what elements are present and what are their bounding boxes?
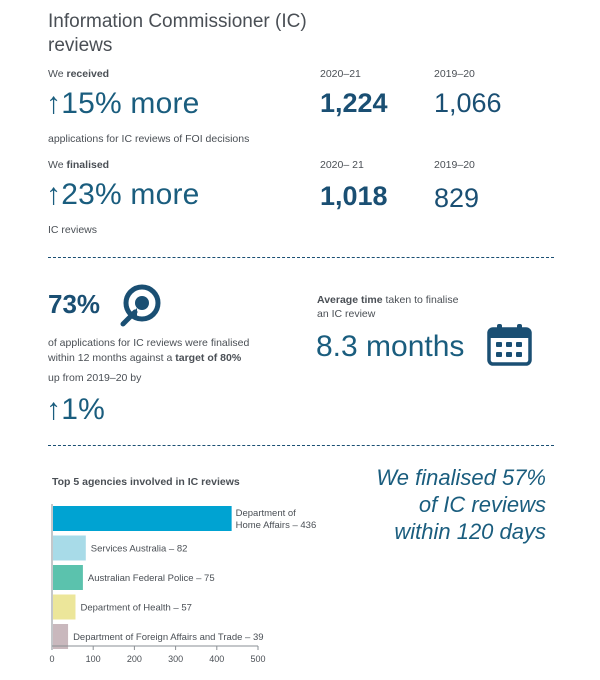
timeliness-description: of applications for IC reviews were fina… (48, 336, 288, 366)
received-label: We received (48, 68, 109, 80)
timeliness-target: target of 80% (175, 352, 242, 364)
bar-label-1-line2: Home Affairs – 436 (236, 520, 317, 531)
received-value-previous: 1,066 (434, 88, 502, 118)
bar-label-1-line1: Department of (236, 508, 297, 519)
finalised-value-previous: 829 (434, 183, 480, 213)
bar-5 (53, 624, 69, 649)
quote-line1: We finalised 57% (376, 465, 546, 490)
average-time-label-rest: taken to finalise (382, 294, 459, 306)
page-title: Information Commissioner (IC) reviews (48, 11, 307, 56)
average-time-label-line1: Average time taken to finalise (317, 293, 458, 307)
section-divider (48, 257, 554, 258)
x-tick-label-0: 0 (49, 654, 54, 664)
average-time-label: Average time taken to finalise an IC rev… (317, 293, 458, 321)
quote-line3: within 120 days (394, 519, 546, 544)
finalised-label-bold: finalised (66, 159, 110, 171)
bar-3 (53, 565, 83, 590)
finalised-label-prefix: We (48, 159, 67, 171)
finalised-year-current: 2020– 21 (320, 159, 364, 171)
bar-label-4: Department of Health – 57 (80, 603, 191, 614)
received-change: ↑15% more (46, 87, 200, 120)
quote-line2: of IC reviews (418, 492, 546, 517)
finalised-label: We finalised (48, 159, 109, 171)
bar-2 (53, 535, 86, 561)
x-tick-label-400: 400 (209, 654, 224, 664)
average-time-label-line2: an IC review (317, 308, 376, 320)
received-value-current: 1,224 (320, 88, 388, 118)
timeliness-desc-line2-prefix: within 12 months against a (48, 352, 176, 364)
received-description: applications for IC reviews of FOI decis… (48, 133, 250, 145)
calendar-icon (486, 322, 534, 366)
timeliness-percentage: 73% (48, 289, 101, 319)
received-year-previous: 2019–20 (434, 68, 475, 80)
timeliness-change: ↑1% (46, 393, 105, 426)
bar-1 (53, 506, 232, 531)
bar-label-3: Australian Federal Police – 75 (88, 573, 215, 584)
x-tick-label-500: 500 (250, 654, 265, 664)
finalised-within-120-days-quote: We finalised 57% of IC reviews within 12… (330, 464, 546, 545)
received-year-current: 2020–21 (320, 68, 361, 80)
finalised-year-previous: 2019–20 (434, 159, 475, 171)
timeliness-desc-line1: of applications for IC reviews were fina… (48, 337, 250, 349)
bar-label-5: Department of Foreign Affairs and Trade … (73, 632, 263, 643)
bar-label-2: Services Australia – 82 (91, 544, 188, 555)
finalised-description: IC reviews (48, 224, 98, 236)
x-tick-label-200: 200 (127, 654, 142, 664)
x-tick-label-300: 300 (168, 654, 183, 664)
section-divider-2 (48, 445, 554, 446)
average-time-value: 8.3 months (316, 330, 465, 363)
chart-title: Top 5 agencies involved in IC reviews (52, 476, 240, 488)
x-tick-label-100: 100 (86, 654, 101, 664)
timeliness-desc-line2: within 12 months against a target of 80% (48, 351, 288, 366)
received-label-prefix: We (48, 68, 67, 80)
target-icon (118, 284, 162, 328)
finalised-change: ↑23% more (46, 178, 200, 211)
timeliness-up-from: up from 2019–20 by (48, 372, 142, 384)
received-label-bold: received (66, 68, 110, 80)
finalised-value-current: 1,018 (320, 181, 388, 211)
average-time-label-bold: Average time (317, 294, 383, 306)
bar-4 (53, 594, 76, 620)
